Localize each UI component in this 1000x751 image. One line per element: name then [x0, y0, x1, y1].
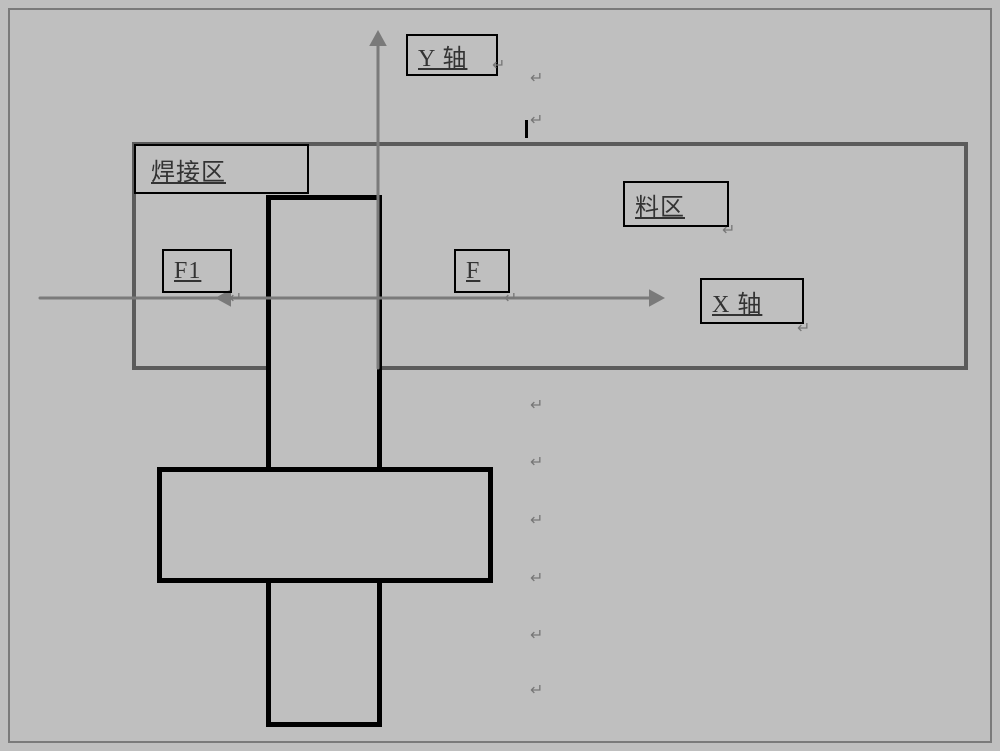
paragraph-marker: ↵ [530, 510, 543, 530]
f1-label: F1 [162, 249, 232, 293]
y-axis-label: Y 轴 [406, 34, 498, 76]
cross-block [157, 467, 493, 583]
trailing-marker: ↵ [504, 288, 517, 308]
material-zone-label: 料区 [623, 181, 729, 227]
trailing-marker: ↵ [229, 288, 242, 308]
weld-zone-label-text: 焊接区 [151, 152, 226, 187]
trailing-marker: ↵ [492, 55, 505, 75]
paragraph-marker: ↵ [530, 680, 543, 700]
small-tick [525, 120, 528, 138]
x-axis-label: X 轴 [700, 278, 804, 324]
paragraph-marker: ↵ [530, 110, 543, 130]
trailing-marker: ↵ [797, 318, 810, 338]
f-label: F [454, 249, 510, 293]
y-axis-label-text: Y 轴 [418, 38, 467, 73]
trailing-marker: ↵ [722, 220, 735, 240]
paragraph-marker: ↵ [530, 395, 543, 415]
weld-zone-label: 焊接区 [141, 150, 261, 188]
f-label-text: F [466, 258, 480, 285]
x-axis-label-text: X 轴 [712, 284, 762, 319]
diagram-canvas: Y 轴 焊接区 料区 F1 F X 轴 ↵ ↵ ↵ ↵ ↵ ↵ ↵ ↵ ↵ ↵ ↵ ↵ ↵ [0, 0, 1000, 751]
outer-border [8, 8, 992, 743]
paragraph-marker: ↵ [530, 452, 543, 472]
f1-label-text: F1 [174, 258, 201, 285]
paragraph-marker: ↵ [530, 568, 543, 588]
vertical-block [266, 195, 382, 727]
material-zone-label-text: 料区 [635, 187, 685, 222]
paragraph-marker: ↵ [530, 68, 543, 88]
paragraph-marker: ↵ [530, 625, 543, 645]
